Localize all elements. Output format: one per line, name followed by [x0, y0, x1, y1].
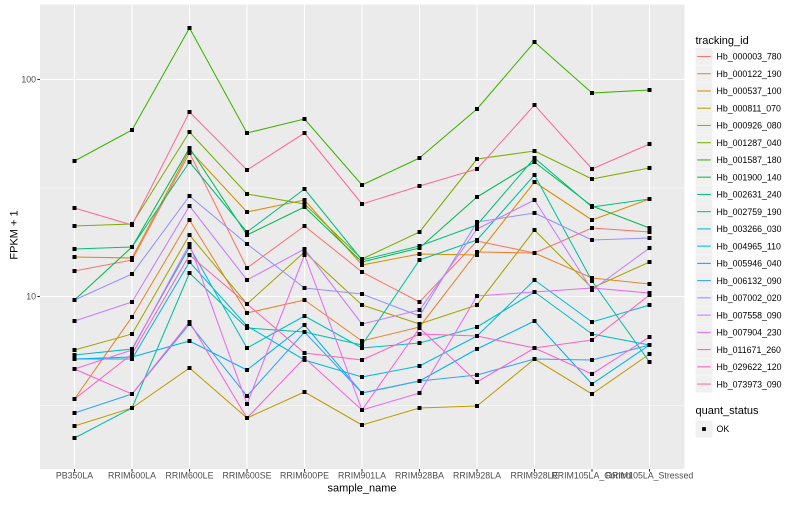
svg-text:RRIM600PE: RRIM600PE [280, 471, 329, 481]
svg-text:tracking_id: tracking_id [696, 35, 749, 47]
svg-text:Hb_002631_240: Hb_002631_240 [717, 190, 782, 200]
svg-text:RRIM105LA_Stressed: RRIM105LA_Stressed [606, 471, 694, 481]
svg-text:Hb_000537_100: Hb_000537_100 [717, 86, 782, 96]
svg-text:Hb_000926_080: Hb_000926_080 [717, 121, 782, 131]
svg-text:Hb_003266_030: Hb_003266_030 [717, 224, 782, 234]
svg-text:RRIM600SE: RRIM600SE [223, 471, 272, 481]
svg-text:Hb_006132_090: Hb_006132_090 [717, 276, 782, 286]
svg-text:quant_status: quant_status [696, 405, 759, 417]
svg-text:Hb_007002_020: Hb_007002_020 [717, 293, 782, 303]
svg-text:FPKM + 1: FPKM + 1 [9, 210, 21, 259]
svg-text:RRIM600LE: RRIM600LE [166, 471, 214, 481]
svg-text:RRIM928LE: RRIM928LE [511, 471, 559, 481]
svg-text:PB350LA: PB350LA [56, 471, 93, 481]
svg-text:10: 10 [26, 292, 36, 302]
svg-text:Hb_000003_780: Hb_000003_780 [717, 52, 782, 62]
svg-text:sample_name: sample_name [327, 483, 396, 495]
svg-text:Hb_001287_040: Hb_001287_040 [717, 138, 782, 148]
svg-text:RRIM600LA: RRIM600LA [108, 471, 156, 481]
svg-text:Hb_029622_120: Hb_029622_120 [717, 362, 782, 372]
svg-text:Hb_011671_260: Hb_011671_260 [717, 345, 782, 355]
svg-text:RRIM901LA: RRIM901LA [338, 471, 386, 481]
svg-text:Hb_000811_070: Hb_000811_070 [717, 103, 782, 113]
svg-text:Hb_001900_140: Hb_001900_140 [717, 172, 782, 182]
svg-text:RRIM105LA_Control: RRIM105LA_Control [551, 471, 632, 481]
svg-text:Hb_007904_230: Hb_007904_230 [717, 328, 782, 338]
svg-text:100: 100 [21, 75, 36, 85]
svg-text:Hb_004965_110: Hb_004965_110 [717, 241, 782, 251]
svg-text:Hb_007558_090: Hb_007558_090 [717, 310, 782, 320]
svg-text:Hb_073973_090: Hb_073973_090 [717, 379, 782, 389]
svg-text:Hb_001587_180: Hb_001587_180 [717, 155, 782, 165]
svg-text:OK: OK [717, 424, 730, 434]
svg-text:RRIM928LA: RRIM928LA [453, 471, 501, 481]
svg-text:Hb_000122_190: Hb_000122_190 [717, 69, 782, 79]
svg-text:Hb_002759_190: Hb_002759_190 [717, 207, 782, 217]
svg-text:Hb_005946_040: Hb_005946_040 [717, 259, 782, 269]
svg-text:RRIM928BA: RRIM928BA [395, 471, 444, 481]
